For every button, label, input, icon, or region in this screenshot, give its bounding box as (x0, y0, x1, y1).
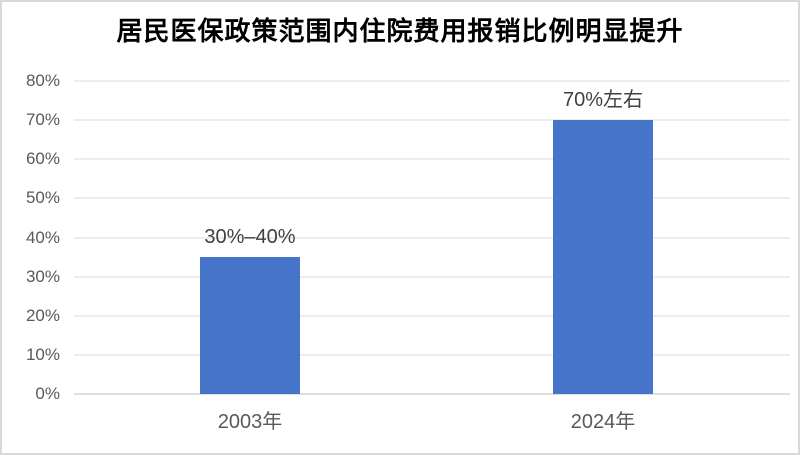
y-tick-label: 30% (25, 266, 60, 286)
gridline (74, 80, 790, 82)
gridline (74, 158, 790, 161)
y-tick-label: 70% (25, 110, 60, 130)
x-axis-line (74, 393, 790, 395)
y-tick-label: 0% (35, 384, 60, 403)
y-tick-label: 80% (25, 71, 60, 90)
x-axis-category-label: 2003年 (217, 411, 283, 433)
gridline (74, 353, 790, 356)
y-tick-label: 10% (25, 344, 60, 364)
bar-2003年 (200, 257, 300, 394)
y-tick-label: 40% (25, 227, 60, 247)
bar-2024年 (553, 120, 653, 394)
gridline (74, 197, 790, 200)
x-axis-category-label: 2024年 (570, 411, 636, 433)
y-tick-label: 60% (25, 149, 60, 169)
bar-data-label: 30%–40% (204, 226, 296, 248)
gridline (74, 314, 790, 317)
gridline (74, 236, 790, 239)
chart-title: 居民医保政策范围内住院费用报销比例明显提升 (116, 16, 684, 46)
gridline (74, 275, 790, 278)
y-tick-label: 20% (25, 305, 60, 325)
bar-data-label: 70%左右 (562, 89, 644, 111)
gridline (74, 119, 790, 122)
y-tick-label: 50% (25, 188, 60, 208)
